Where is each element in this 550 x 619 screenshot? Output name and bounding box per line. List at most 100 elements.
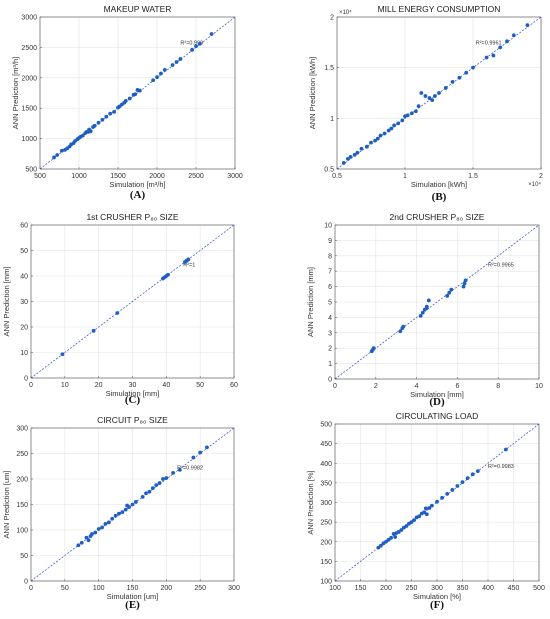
x-tick-label: 6: [455, 383, 459, 390]
data-point: [91, 328, 96, 333]
data-point: [386, 128, 391, 133]
data-point: [348, 154, 353, 159]
y-tick-label: 10: [20, 350, 28, 357]
panel-letter: (A): [130, 189, 146, 201]
data-point: [60, 352, 65, 357]
x-tick-label: 300: [431, 585, 443, 592]
x-tick-label: 0.5: [332, 173, 342, 180]
data-point: [426, 298, 431, 303]
data-point: [166, 272, 170, 277]
y-axis-exponent: ×10⁴: [339, 9, 352, 16]
data-point: [161, 477, 165, 481]
y-tick-label: 20: [20, 325, 28, 332]
y-tick-label: 3: [328, 330, 332, 337]
data-point: [352, 152, 357, 157]
data-point: [449, 287, 454, 292]
data-point: [423, 94, 428, 98]
y-tick-label: 400: [320, 461, 332, 468]
x-tick-label: 1500: [110, 173, 126, 180]
data-point: [375, 136, 380, 141]
data-point: [491, 53, 496, 58]
data-point: [398, 329, 403, 334]
identity-line: [334, 224, 540, 380]
data-point: [159, 71, 163, 76]
data-point: [445, 491, 450, 496]
data-point: [55, 153, 60, 157]
x-tick-label: 30: [129, 382, 137, 389]
data-point: [359, 146, 364, 151]
x-tick-label: 0: [29, 585, 33, 592]
data-point: [464, 70, 469, 75]
y-tick-label: 7: [328, 269, 332, 276]
data-point: [93, 530, 98, 535]
x-tick-label: 60: [230, 382, 238, 389]
data-point: [462, 281, 467, 286]
data-point: [96, 120, 101, 125]
data-point: [112, 109, 116, 114]
y-tick-label: 250: [320, 520, 332, 527]
y-tick-label: 500: [25, 167, 37, 174]
y-tick-label: 1: [328, 361, 332, 368]
data-point: [194, 44, 198, 49]
data-point: [412, 518, 416, 523]
data-point: [498, 45, 503, 50]
y-tick-label: 1.5: [324, 65, 334, 72]
plot-frame: [39, 16, 236, 170]
x-tick-label: 200: [380, 585, 392, 592]
data-point: [437, 91, 441, 95]
y-tick-label: 350: [320, 480, 332, 487]
data-point: [365, 144, 369, 149]
x-tick-label: 2: [374, 383, 378, 390]
data-point: [174, 60, 179, 64]
data-point: [418, 313, 423, 318]
panel-letter: (D): [429, 396, 445, 408]
data-point: [96, 527, 101, 531]
y-tick-label: 300: [320, 500, 332, 507]
x-axis-label: Simulation [%]: [413, 592, 461, 601]
data-point: [147, 489, 152, 494]
x-tick-label: 2: [539, 173, 543, 180]
data-point: [133, 500, 138, 504]
data-point: [155, 75, 159, 80]
y-tick-label: 9: [328, 238, 332, 245]
data-point: [84, 535, 89, 540]
data-point: [341, 161, 346, 165]
y-tick-label: 10: [324, 223, 332, 230]
data-point: [144, 491, 148, 496]
x-tick-label: 0: [29, 382, 33, 389]
data-point: [400, 118, 405, 123]
x-axis-label: Simulation [mm]: [410, 390, 464, 399]
panel-a: 500 1000 1500 2000 2500 3000 500 1000 1500 2000 25…: [11, 4, 243, 201]
data-point: [471, 65, 475, 70]
y-tick-label: 200: [16, 477, 28, 484]
y-tick-label: 1000: [21, 136, 37, 143]
data-point: [130, 502, 135, 507]
panel-title: MILL ENERGY CONSUMPTION: [378, 4, 501, 14]
data-point: [127, 505, 132, 509]
y-tick-label: 4: [328, 315, 332, 322]
r-squared-annotation: R²=0.9982: [177, 465, 203, 471]
y-tick-label: 50: [20, 248, 28, 255]
data-point: [104, 114, 109, 119]
data-point: [484, 55, 489, 60]
r-squared-annotation: R²=0.9961: [476, 40, 502, 46]
data-point: [162, 67, 167, 72]
data-point: [416, 104, 421, 109]
y-tick-label: 500: [320, 422, 332, 429]
x-tick-label: 1.5: [468, 173, 478, 180]
data-point: [171, 470, 176, 475]
x-tick-label: 3000: [227, 173, 243, 180]
y-tick-label: 8: [328, 253, 332, 260]
y-tick-label: 300: [16, 426, 28, 433]
y-tick-label: 50: [20, 553, 28, 560]
data-point: [417, 514, 422, 519]
y-tick-label: 2: [330, 15, 334, 22]
x-tick-label: 100: [329, 585, 341, 592]
data-point: [90, 532, 94, 536]
data-point: [86, 538, 91, 543]
y-tick-label: 40: [20, 274, 28, 281]
data-point: [419, 91, 424, 95]
data-point: [401, 324, 406, 329]
y-tick-label: 0: [24, 579, 28, 586]
